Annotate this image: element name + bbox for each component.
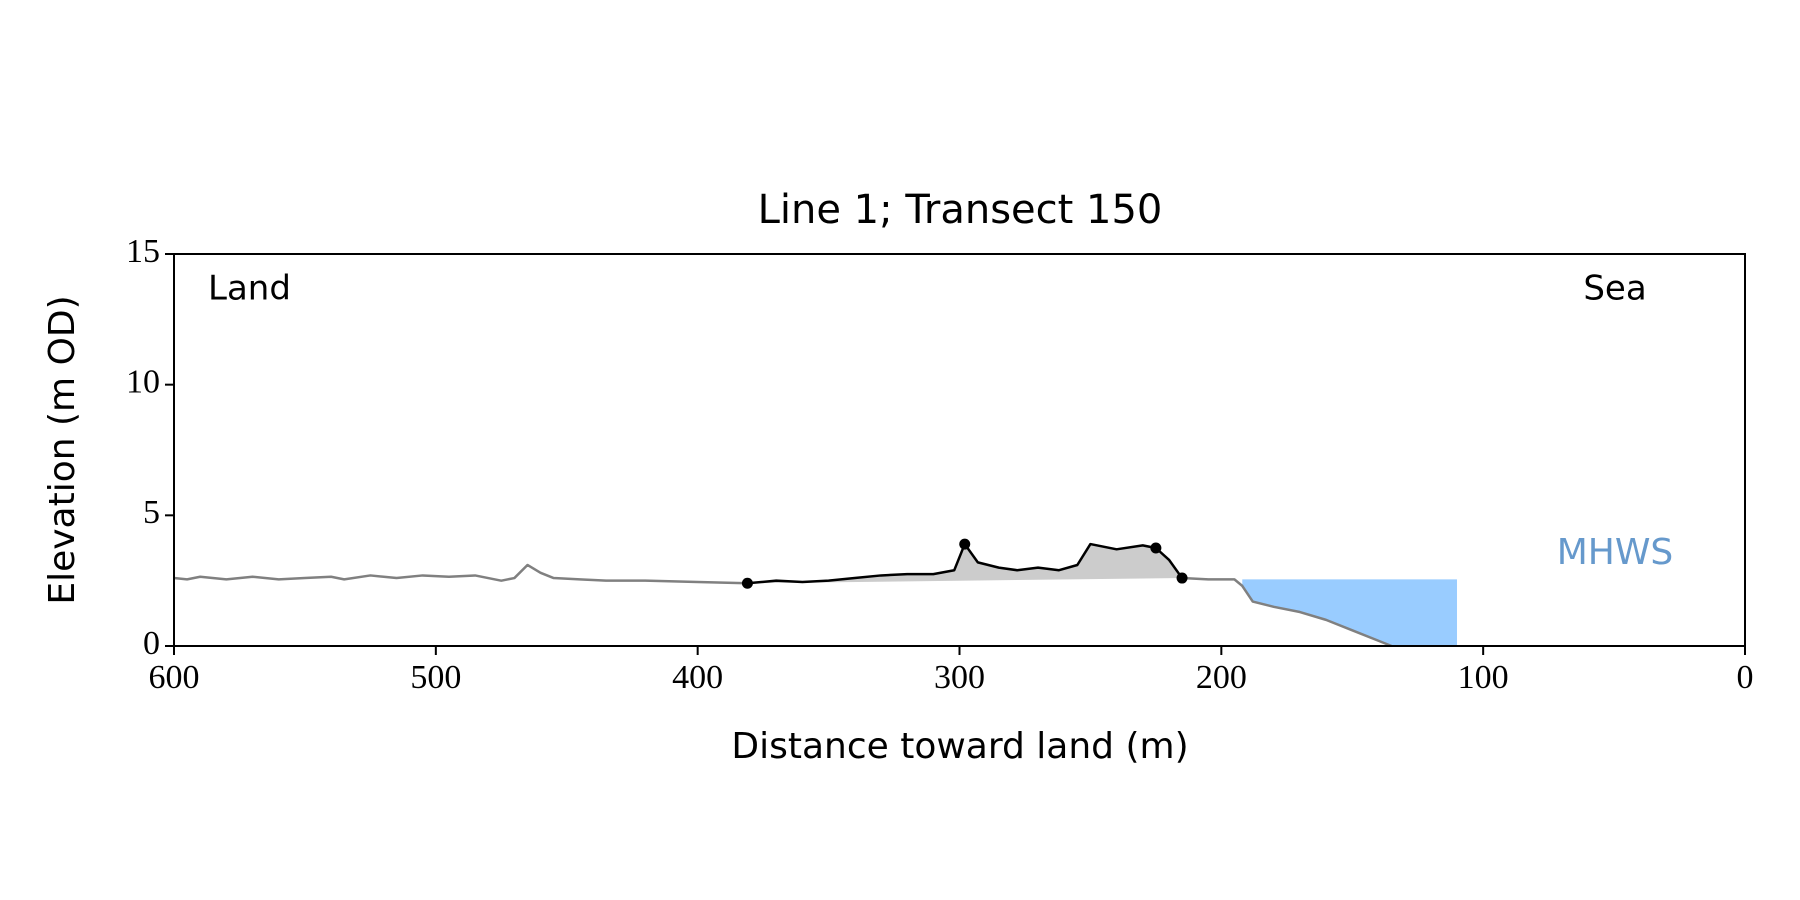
x-tick-label: 200 xyxy=(1196,659,1247,696)
y-tick-label: 5 xyxy=(143,494,160,531)
profile-line xyxy=(747,542,1184,585)
x-tick-label: 300 xyxy=(934,659,985,696)
chart-title: Line 1; Transect 150 xyxy=(758,187,1163,233)
x-tick-label: 600 xyxy=(149,659,200,696)
y-tick-label: 0 xyxy=(143,625,160,662)
dune-area xyxy=(747,544,1183,584)
point-marker xyxy=(1150,542,1162,554)
x-tick-label: 100 xyxy=(1458,659,1509,696)
x-axis-label: Distance toward land (m) xyxy=(731,726,1188,767)
x-tick-label: 500 xyxy=(410,659,461,696)
y-tick-label: 10 xyxy=(126,363,160,400)
mhws-area xyxy=(1242,579,1457,646)
point-marker xyxy=(741,577,753,589)
y-axis-label: Elevation (m OD) xyxy=(42,295,83,604)
y-tick-label: 15 xyxy=(126,233,160,270)
annotation-sea: Sea xyxy=(1583,269,1646,309)
point-marker xyxy=(1176,572,1188,584)
x-tick-label: 0 xyxy=(1737,659,1754,696)
plot-frame xyxy=(173,253,1746,647)
annotation-land: Land xyxy=(208,269,291,309)
x-tick-label: 400 xyxy=(672,659,723,696)
point-marker xyxy=(959,538,971,550)
profile-line xyxy=(173,563,748,585)
profile-line xyxy=(1181,576,1392,648)
annotation-mhws: MHWS xyxy=(1557,532,1674,573)
